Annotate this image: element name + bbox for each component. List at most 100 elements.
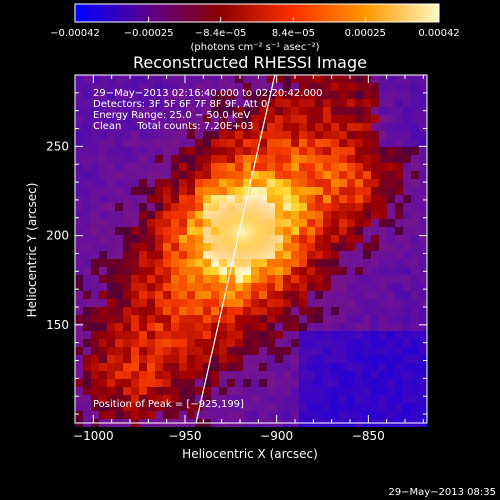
heatmap-pixel [363, 171, 371, 179]
heatmap-pixel [387, 83, 395, 91]
heatmap-pixel [147, 307, 155, 315]
heatmap-pixel [363, 355, 371, 363]
heatmap-pixel [187, 75, 195, 83]
heatmap-pixel [227, 283, 235, 291]
heatmap-pixel [299, 355, 307, 363]
heatmap-pixel [123, 115, 131, 123]
heatmap-pixel [363, 115, 371, 123]
heatmap-pixel [195, 91, 203, 99]
heatmap-pixel [387, 155, 395, 163]
heatmap-pixel [299, 395, 307, 403]
heatmap-pixel [347, 411, 355, 419]
heatmap-pixel [203, 339, 211, 347]
heatmap-pixel [259, 331, 267, 339]
heatmap-pixel [355, 403, 363, 411]
heatmap-pixel [107, 363, 115, 371]
heatmap-pixel [307, 91, 315, 99]
heatmap-pixel [355, 387, 363, 395]
heatmap-pixel [131, 99, 139, 107]
heatmap-pixel [275, 411, 283, 419]
heatmap-pixel [347, 331, 355, 339]
heatmap-pixel [187, 291, 195, 299]
heatmap-pixel [355, 395, 363, 403]
heatmap-pixel [371, 115, 379, 123]
heatmap-pixel [107, 211, 115, 219]
heatmap-pixel [235, 179, 243, 187]
heatmap-pixel [83, 355, 91, 363]
heatmap-pixel [371, 243, 379, 251]
heatmap-pixel [339, 179, 347, 187]
heatmap-pixel [235, 291, 243, 299]
heatmap-pixel [227, 171, 235, 179]
heatmap-pixel [203, 347, 211, 355]
heatmap-pixel [379, 267, 387, 275]
heatmap-pixel [283, 307, 291, 315]
heatmap-pixel [211, 267, 219, 275]
heatmap-pixel [187, 355, 195, 363]
heatmap-pixel [251, 411, 259, 419]
heatmap-pixel [83, 339, 91, 347]
heatmap-pixel [299, 155, 307, 163]
heatmap-pixel [363, 187, 371, 195]
heatmap-pixel [211, 163, 219, 171]
heatmap-pixel [75, 139, 83, 147]
heatmap-pixel [339, 339, 347, 347]
heatmap-pixel [83, 315, 91, 323]
heatmap-pixel [75, 187, 83, 195]
heatmap-pixel [347, 131, 355, 139]
heatmap-pixel [195, 123, 203, 131]
heatmap-pixel [355, 307, 363, 315]
heatmap-pixel [323, 347, 331, 355]
heatmap-pixel [211, 291, 219, 299]
heatmap-pixel [355, 363, 363, 371]
heatmap-pixel [163, 315, 171, 323]
heatmap-pixel [299, 147, 307, 155]
heatmap-pixel [291, 379, 299, 387]
heatmap-pixel [115, 379, 123, 387]
heatmap-pixel [379, 219, 387, 227]
heatmap-pixel [323, 283, 331, 291]
heatmap-pixel [179, 147, 187, 155]
heatmap-pixel [403, 163, 411, 171]
heatmap-pixel [347, 99, 355, 107]
heatmap-pixel [227, 323, 235, 331]
heatmap-pixel [187, 323, 195, 331]
heatmap-pixel [123, 123, 131, 131]
heatmap-pixel [91, 171, 99, 179]
heatmap-pixel [115, 75, 123, 83]
heatmap-pixel [91, 323, 99, 331]
heatmap-pixel [339, 243, 347, 251]
heatmap-pixel [403, 211, 411, 219]
heatmap-pixel [371, 179, 379, 187]
heatmap-pixel [419, 179, 427, 187]
heatmap-pixel [371, 139, 379, 147]
heatmap-pixel [259, 163, 267, 171]
heatmap-pixel [211, 355, 219, 363]
heatmap-pixel [299, 275, 307, 283]
heatmap-pixel [187, 147, 195, 155]
heatmap-pixel [331, 187, 339, 195]
heatmap-pixel [315, 211, 323, 219]
heatmap-pixel [219, 291, 227, 299]
heatmap-pixel [171, 123, 179, 131]
heatmap-pixel [299, 107, 307, 115]
heatmap-pixel [155, 323, 163, 331]
heatmap-pixel [371, 75, 379, 83]
heatmap-pixel [331, 155, 339, 163]
heatmap-pixel [203, 147, 211, 155]
heatmap-pixel [219, 163, 227, 171]
heatmap-pixel [347, 387, 355, 395]
heatmap-pixel [387, 171, 395, 179]
heatmap-pixel [91, 267, 99, 275]
heatmap-pixel [243, 91, 251, 99]
heatmap-pixel [75, 251, 83, 259]
heatmap-pixel [275, 331, 283, 339]
heatmap-pixel [187, 123, 195, 131]
heatmap-pixel [267, 275, 275, 283]
heatmap-pixel [283, 139, 291, 147]
heatmap-pixel [155, 219, 163, 227]
heatmap-pixel [411, 379, 419, 387]
heatmap-pixel [155, 403, 163, 411]
heatmap-pixel [99, 323, 107, 331]
heatmap-pixel [115, 339, 123, 347]
